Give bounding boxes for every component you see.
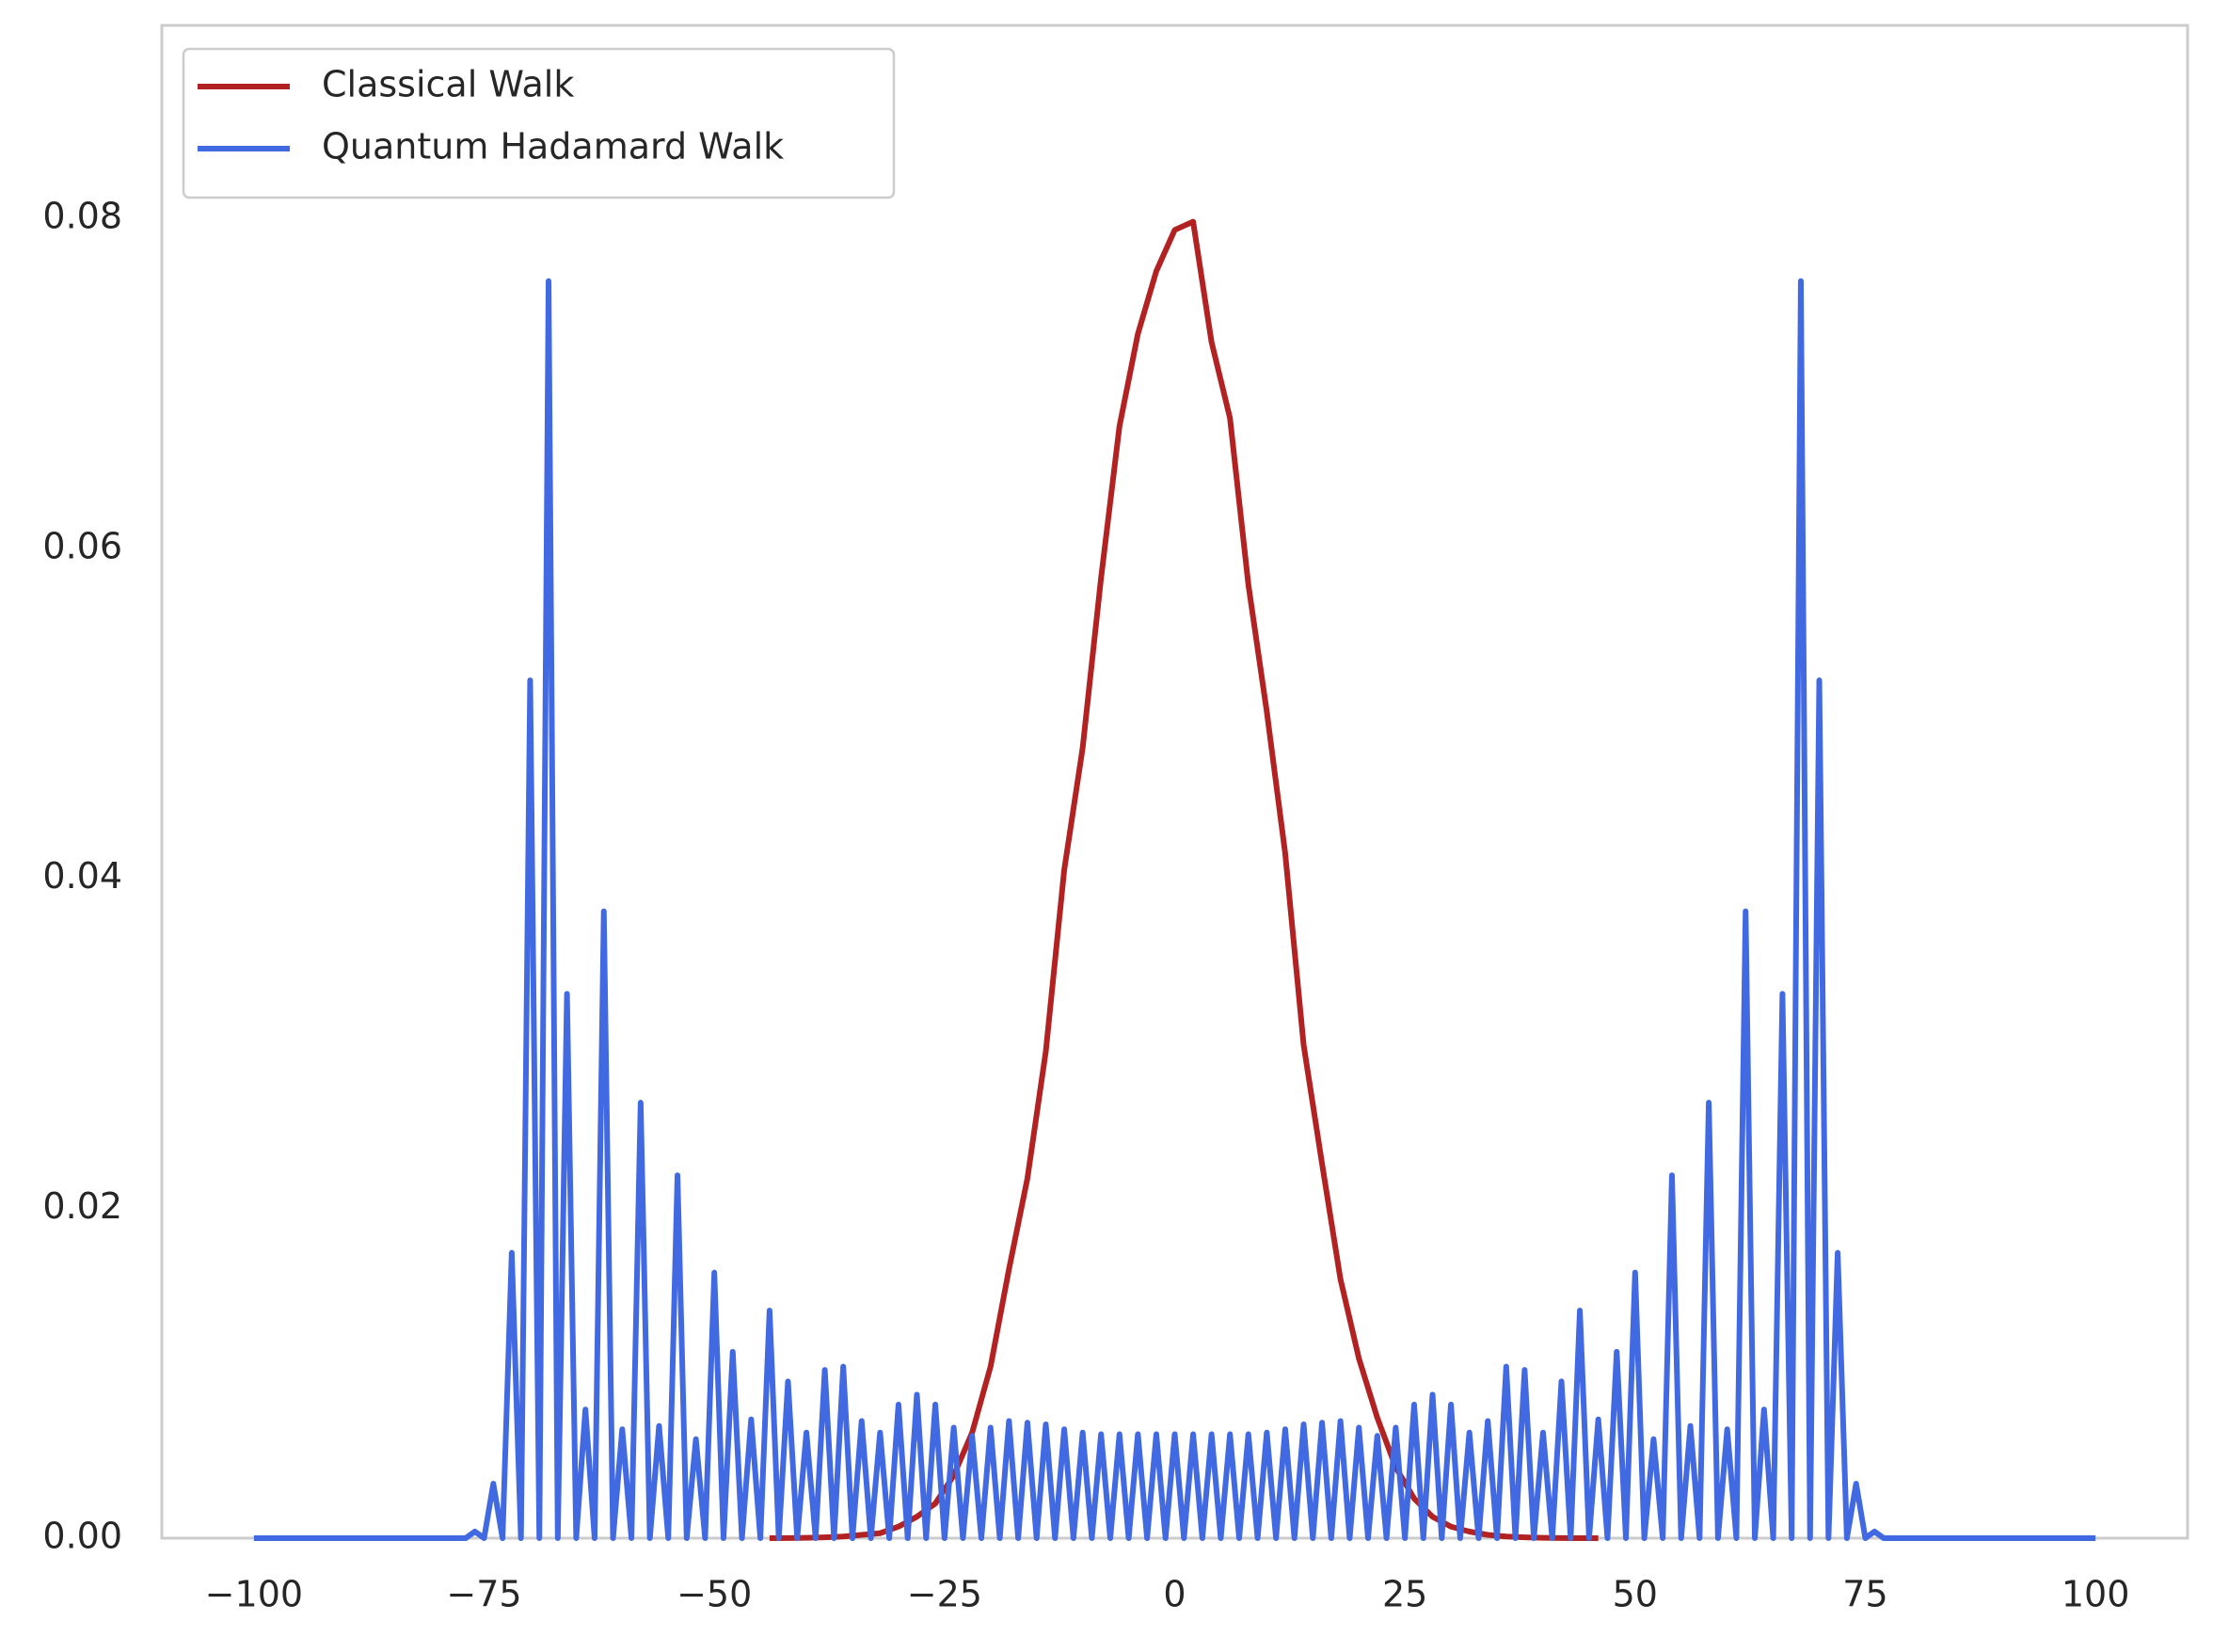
y-tick-label: 0.08 bbox=[42, 196, 122, 237]
x-tick-label: −75 bbox=[446, 1574, 521, 1615]
y-tick-label: 0.00 bbox=[42, 1516, 122, 1557]
x-tick-label: 0 bbox=[1163, 1574, 1186, 1615]
legend-box bbox=[182, 47, 896, 199]
y-tick-label: 0.02 bbox=[42, 1185, 122, 1227]
x-tick-label: −50 bbox=[677, 1574, 752, 1615]
plot-frame bbox=[160, 24, 2189, 1540]
x-tick-label: 100 bbox=[2062, 1574, 2130, 1615]
legend-label: Classical Walk bbox=[322, 64, 574, 105]
x-tick-label: 25 bbox=[1382, 1574, 1427, 1615]
y-tick-label: 0.04 bbox=[42, 855, 122, 897]
x-tick-label: 75 bbox=[1842, 1574, 1887, 1615]
data-line bbox=[253, 278, 2096, 1541]
x-tick-label: −100 bbox=[205, 1574, 303, 1615]
data-line bbox=[769, 218, 1599, 1541]
x-tick-label: −25 bbox=[907, 1574, 982, 1615]
y-tick-label: 0.06 bbox=[42, 525, 122, 566]
legend-label: Quantum Hadamard Walk bbox=[322, 126, 784, 167]
x-tick-label: 50 bbox=[1613, 1574, 1658, 1615]
